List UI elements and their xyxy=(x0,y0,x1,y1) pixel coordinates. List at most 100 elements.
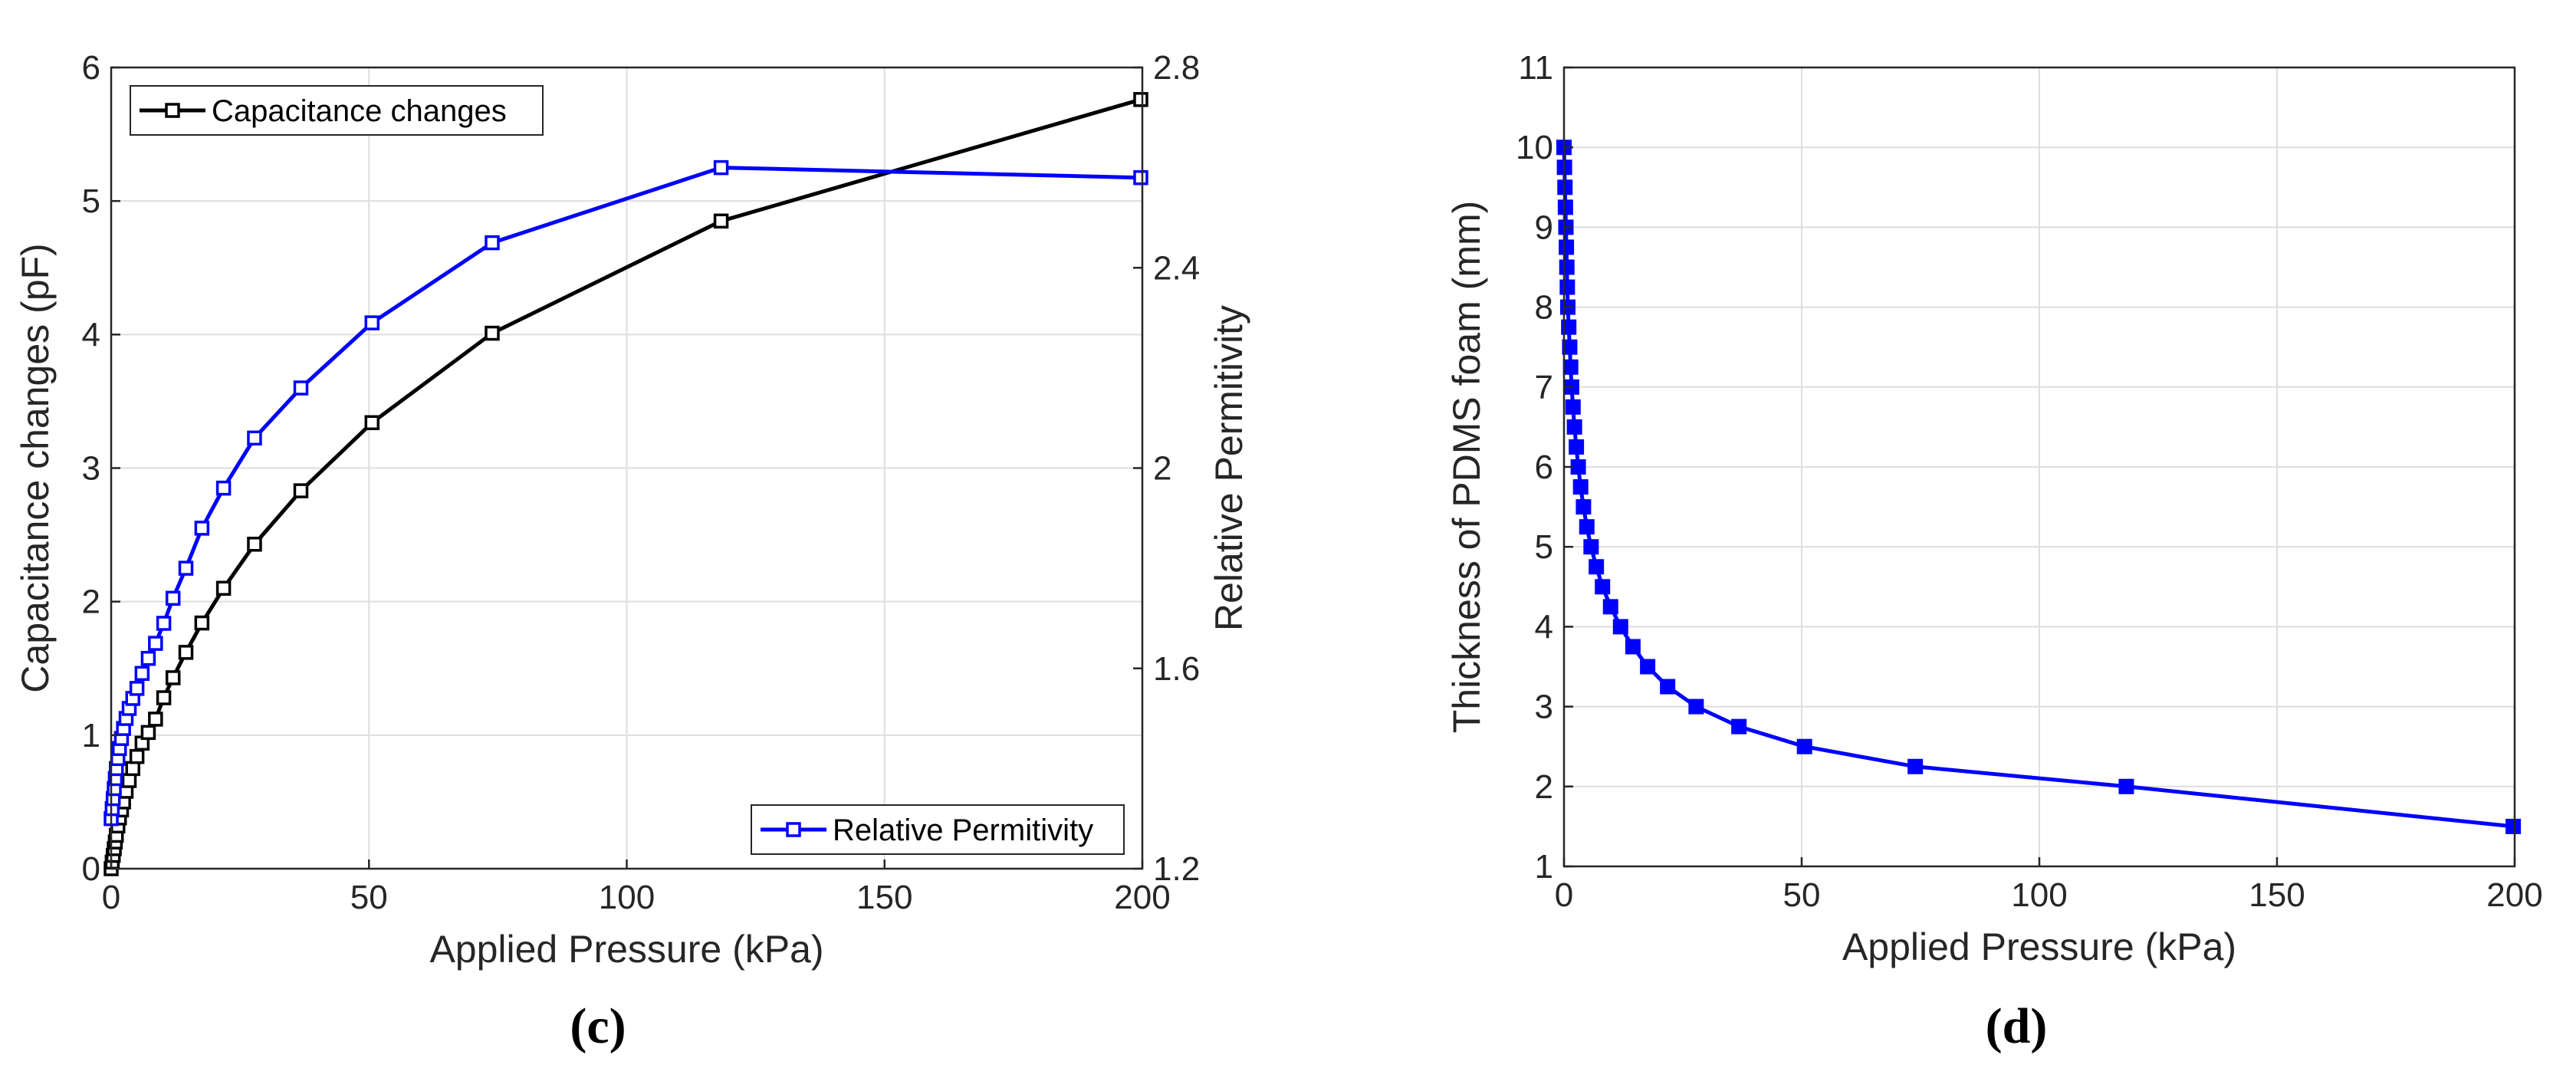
d-ytick-label: 3 xyxy=(1535,689,1553,726)
d-xtick-label: 150 xyxy=(2249,876,2305,914)
c-y-right-axis-label: Relative Permitivity xyxy=(1208,305,1250,631)
c-capacitance-marker xyxy=(129,748,145,764)
c-permitivity-marker xyxy=(713,159,729,176)
c-tick-labels: 0 50 100 150 200 0 1 2 3 4 5 6 1.2 1.6 2 2.4 2.8 xyxy=(82,49,1201,916)
c-permitivity-marker xyxy=(485,235,500,251)
c-permitivity-marker xyxy=(293,380,309,396)
c-permitivity-marker xyxy=(364,315,380,330)
d-thickness-marker xyxy=(1602,599,1618,615)
d-thickness-marker xyxy=(1612,619,1628,635)
c-permitivity-marker xyxy=(1133,169,1148,186)
c-legend-label-capacitance: Capacitance changes xyxy=(212,94,507,128)
c-ytick-label: 3 xyxy=(82,450,100,488)
d-thickness-marker xyxy=(1579,519,1595,535)
c-capacitance-marker xyxy=(713,213,729,229)
c-xtick-label: 100 xyxy=(599,879,655,916)
c-ytick-right-label: 1.2 xyxy=(1153,850,1200,888)
d-ytick-label: 5 xyxy=(1535,528,1553,566)
d-thickness-marker xyxy=(1688,698,1704,715)
c-legend-label-permitivity: Relative Permitivity xyxy=(833,813,1093,847)
c-ytick-right-label: 2.8 xyxy=(1153,49,1200,87)
c-capacitance-marker xyxy=(165,670,181,685)
c-xtick-label: 200 xyxy=(1114,879,1170,916)
c-ytick-label: 6 xyxy=(82,49,100,87)
panel-label-d: (d) xyxy=(1986,998,2048,1054)
c-ytick-right-label: 2 xyxy=(1153,450,1171,488)
d-xtick-label: 200 xyxy=(2486,876,2542,914)
c-legend-permitivity: Relative Permitivity xyxy=(751,804,1125,855)
c-permitivity-marker xyxy=(134,666,150,682)
d-thickness-marker xyxy=(1595,579,1611,595)
d-thickness-marker xyxy=(1640,659,1656,675)
d-ytick-label: 4 xyxy=(1535,608,1553,646)
d-thickness-marker xyxy=(1731,718,1747,735)
c-ytick-label: 5 xyxy=(82,182,100,220)
panel-label-c: (c) xyxy=(570,998,626,1054)
c-capacitance-marker xyxy=(121,773,137,788)
c-capacitance-marker xyxy=(148,712,163,727)
c-capacitance-marker xyxy=(140,725,156,741)
c-permitivity-marker xyxy=(178,560,194,576)
d-gridlines xyxy=(1563,67,2515,867)
c-y-axis-label: Capacitance changes (pF) xyxy=(14,243,57,692)
d-thickness-marker xyxy=(1559,279,1576,295)
c-capacitance-marker xyxy=(485,325,500,341)
d-ytick-label: 7 xyxy=(1535,369,1553,406)
c-capacitance-marker xyxy=(364,415,380,431)
c-permitivity-marker xyxy=(129,681,145,696)
c-permitivity-marker xyxy=(165,590,181,606)
chart-d: 0 50 100 150 200 1 2 3 4 5 6 7 8 9 10 11 Applied Pressu… xyxy=(1445,49,2543,1054)
d-thickness-marker xyxy=(1562,339,1578,355)
chart-c: 0 50 100 150 200 0 1 2 3 4 5 6 1.2 1.6 2 2.4 2.8 Applied… xyxy=(14,49,1250,1054)
c-capacitance-marker xyxy=(156,690,172,705)
d-thickness-marker xyxy=(1907,758,1924,774)
c-permitivity-marker xyxy=(148,636,163,651)
d-thickness-marker xyxy=(1561,319,1577,335)
d-ytick-label: 6 xyxy=(1535,449,1553,486)
d-thickness-marker xyxy=(1796,738,1812,754)
c-series-permitivity xyxy=(104,159,1148,827)
d-thickness-marker xyxy=(1562,359,1579,375)
c-permitivity-marker xyxy=(140,650,156,666)
d-thickness-marker xyxy=(1583,539,1599,555)
c-legend-marker-capacitance xyxy=(165,103,180,118)
c-ytick-label: 2 xyxy=(82,583,100,621)
d-thickness-marker xyxy=(2505,818,2522,834)
d-thickness-line xyxy=(1562,147,2514,829)
d-ytick-label: 1 xyxy=(1535,848,1553,886)
c-ytick-label: 1 xyxy=(82,717,100,754)
d-series-thickness xyxy=(1556,140,2522,834)
c-permitivity-marker xyxy=(247,430,262,446)
c-ytick-label: 0 xyxy=(82,850,100,888)
c-legend-capacitance: Capacitance changes xyxy=(130,85,544,136)
d-thickness-marker xyxy=(1565,399,1581,415)
d-thickness-marker xyxy=(1572,479,1589,495)
d-thickness-marker xyxy=(1559,259,1575,275)
c-ytick-right-label: 2.4 xyxy=(1153,249,1200,287)
c-x-axis-label: Applied Pressure (kPa) xyxy=(429,928,823,971)
d-thickness-marker xyxy=(2118,778,2134,794)
c-ytick-label: 4 xyxy=(82,316,100,353)
d-thickness-marker xyxy=(1625,639,1641,655)
d-x-axis-label: Applied Pressure (kPa) xyxy=(1842,925,2236,968)
c-xtick-label: 0 xyxy=(102,879,120,916)
d-thickness-marker xyxy=(1576,499,1592,515)
d-y-axis-label: Thickness of PDMS foam (mm) xyxy=(1445,201,1488,734)
c-series-capacitance xyxy=(104,92,1148,876)
d-thickness-marker xyxy=(1566,419,1582,435)
d-tick-labels: 0 50 100 150 200 1 2 3 4 5 6 7 8 9 10 11 xyxy=(1516,49,2543,914)
d-thickness-marker xyxy=(1660,679,1676,695)
c-permitivity-marker xyxy=(194,521,210,536)
d-ytick-label: 11 xyxy=(1518,49,1553,87)
d-xtick-label: 100 xyxy=(2011,876,2067,914)
c-xtick-label: 150 xyxy=(856,879,912,916)
c-capacitance-marker xyxy=(215,580,232,596)
d-thickness-marker xyxy=(1569,439,1585,455)
d-ytick-label: 9 xyxy=(1535,209,1553,246)
c-legend-marker-permitivity xyxy=(786,822,801,837)
c-xtick-label: 50 xyxy=(350,879,388,916)
c-capacitance-marker xyxy=(293,483,309,498)
d-xtick-label: 50 xyxy=(1783,876,1821,914)
c-capacitance-marker xyxy=(125,761,140,777)
